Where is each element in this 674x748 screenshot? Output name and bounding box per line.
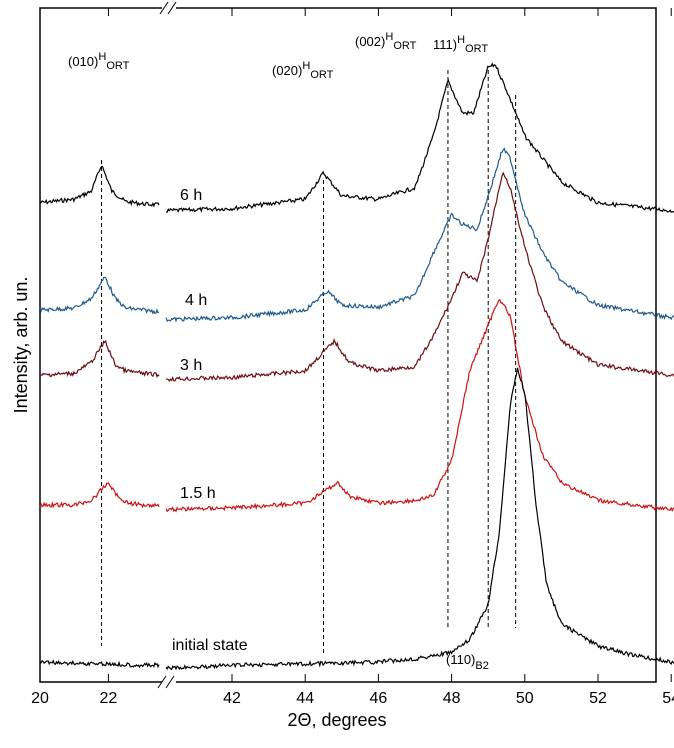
curve-label-1-5h: 1.5 h bbox=[180, 485, 216, 502]
x-tick-label-46: 46 bbox=[370, 690, 388, 707]
axis-break-slash-1 bbox=[167, 1, 177, 15]
series-6-h-seg1 bbox=[166, 62, 674, 214]
series-initial-state-seg1 bbox=[165, 367, 674, 671]
series-6-h-seg0 bbox=[39, 165, 160, 208]
curve-label-6h: 6 h bbox=[180, 187, 202, 204]
y-axis-title: Intensity, arb. un. bbox=[11, 277, 31, 414]
x-tick-label-48: 48 bbox=[443, 690, 461, 707]
series-1-5-h-seg1 bbox=[165, 299, 674, 513]
curve-label-4h: 4 h bbox=[185, 292, 207, 309]
axis-break-slash-0 bbox=[159, 1, 169, 15]
series-3-h-seg1 bbox=[165, 171, 674, 383]
axis-break-marks bbox=[157, 1, 177, 689]
series-4-h-seg0 bbox=[39, 276, 160, 315]
peak-label-010: (010)HORT bbox=[68, 51, 130, 72]
x-tick-label-44: 44 bbox=[296, 690, 314, 707]
series-3-h-seg0 bbox=[39, 339, 160, 379]
x-tick-label-54: 54 bbox=[662, 690, 674, 707]
curve-label-initial: initial state bbox=[172, 637, 248, 654]
x-tick-label-22: 22 bbox=[100, 690, 118, 707]
x-tick-label-20: 20 bbox=[31, 690, 49, 707]
x-tick-label-50: 50 bbox=[516, 690, 534, 707]
peak-label-110-b2: (110)B2 bbox=[446, 652, 489, 672]
peak-label-020: (020)HORT bbox=[272, 60, 334, 81]
series-1-5-h-seg0 bbox=[39, 482, 160, 509]
reference-lines bbox=[101, 70, 517, 654]
x-tick-label-42: 42 bbox=[223, 690, 241, 707]
plot-frame bbox=[39, 7, 657, 683]
peak-label-002: (002)HORT bbox=[355, 31, 417, 52]
axis-break-slash-3 bbox=[165, 675, 175, 689]
x-tick-label-52: 52 bbox=[589, 690, 607, 707]
axis-break-slash-2 bbox=[157, 675, 167, 689]
series-layer bbox=[39, 62, 674, 671]
peak-label-111: 111)HORT bbox=[433, 34, 488, 55]
x-axis-title: 2Θ, degrees bbox=[287, 710, 386, 730]
series-4-h-seg1 bbox=[165, 147, 674, 323]
series-initial-state-seg0 bbox=[39, 659, 160, 669]
axis-break-gap-top bbox=[162, 4, 176, 12]
curve-label-3h: 3 h bbox=[180, 357, 202, 374]
x-ticks: 20 22 42 44 46 48 50 52 54 bbox=[31, 8, 674, 707]
axis-break-gap-bottom bbox=[162, 678, 176, 686]
